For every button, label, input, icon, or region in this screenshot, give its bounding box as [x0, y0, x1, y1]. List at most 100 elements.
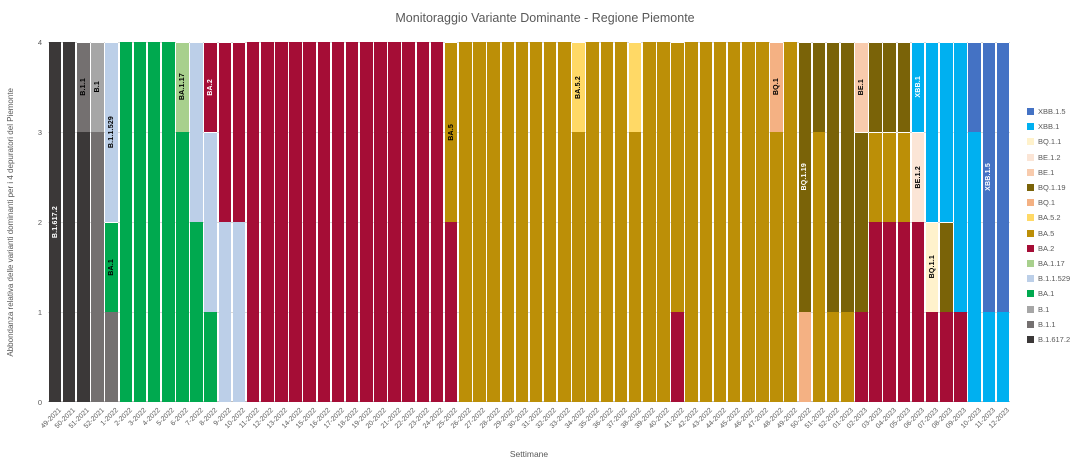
bar-segment-03-2023-BQ.1.19	[869, 42, 882, 132]
bar-segment-52-2021-B.1	[91, 42, 104, 132]
bar-segment-03-2023-BA.2	[869, 222, 882, 402]
bar-segment-09-2023-XBB.1	[954, 42, 967, 312]
bar-segment-6-2022-BA.1.17	[176, 42, 189, 132]
bar-segment-49-2022-BA.5	[784, 42, 797, 402]
legend-item-BE.1: BE.1	[1027, 165, 1070, 180]
bar-segment-01-2023-BQ.1.19	[841, 42, 854, 312]
legend-swatch-icon	[1027, 320, 1034, 328]
bar-segment-1-2022-B.1.1	[105, 312, 118, 402]
bar-segment-10-2023-XBB.1	[968, 132, 981, 402]
y-tick-label-1: 1	[37, 308, 42, 317]
legend-label: B.1.1.529	[1038, 274, 1071, 284]
bar-segment-32-2022-BA.5	[543, 42, 557, 402]
bar-segment-04-2023-BA.2	[883, 222, 897, 402]
bar-segment-08-2023-BA.2	[940, 312, 953, 402]
bar-segment-43-2022-BA.5	[699, 42, 713, 402]
legend-item-BA.5.2: BA.5.2	[1027, 210, 1070, 225]
y-tick-label-4: 4	[37, 38, 42, 47]
bar-segment-41-2022-BA.5	[671, 42, 684, 312]
bar-segment-16-2022-BA.2	[317, 42, 331, 402]
bar-segment-3-2022-BA.1	[133, 42, 147, 402]
bar-segment-51-2021-B.1.617.2	[77, 132, 90, 402]
bar-segment-05-2023-BA.5	[897, 132, 911, 222]
bar-segment-7-2022-B.1.1.529	[190, 42, 203, 222]
bar-segment-11-2022-BA.2	[246, 42, 260, 402]
bar-segment-25-2022-BA.5	[444, 42, 458, 222]
bar-segment-9-2022-BA.2	[218, 42, 232, 222]
legend-item-BQ.1.19: BQ.1.19	[1027, 180, 1070, 195]
legend: XBB.1.5 XBB.1 BQ.1.1 BE.1.2 BE.1 BQ.1.19 BQ.1 B…	[1027, 104, 1070, 347]
bar-segment-50-2021-B.1.617.2	[62, 42, 76, 402]
bar-segment-38-2022-BA.5.2	[628, 42, 642, 132]
bar-segment-20-2022-BA.2	[374, 42, 387, 402]
bar-segment-07-2023-BA.2	[925, 312, 939, 402]
legend-swatch-icon	[1027, 153, 1034, 161]
legend-item-BA.1.17: BA.1.17	[1027, 256, 1070, 271]
bar-segment-01-2023-BA.5	[841, 312, 854, 402]
bar-segment-50-2022-BQ.1.19	[798, 42, 812, 312]
legend-label: BA.2	[1038, 243, 1055, 253]
bar-segment-7-2022-BA.1	[190, 222, 203, 402]
bar-segment-35-2022-BA.5	[586, 42, 599, 402]
legend-swatch-icon	[1027, 168, 1034, 176]
bar-segment-02-2023-BE.1	[855, 42, 868, 132]
legend-label: XBB.1.5	[1038, 107, 1066, 117]
legend-swatch-icon	[1027, 199, 1034, 207]
legend-item-B.1: B.1	[1027, 301, 1070, 316]
bar-segment-44-2022-BA.5	[713, 42, 727, 402]
legend-item-B.1.617.2: B.1.617.2	[1027, 332, 1070, 347]
legend-swatch-icon	[1027, 275, 1034, 283]
x-axis-title: Settimane	[509, 449, 549, 459]
bar-segment-02-2023-BQ.1.19	[855, 132, 868, 312]
bar-segment-1-2022-B.1.1.529	[105, 42, 118, 222]
bar-segment-09-2023-BA.2	[954, 312, 967, 402]
bar-segment-08-2023-XBB.1	[940, 42, 953, 222]
gridline-y4	[48, 42, 1010, 43]
bar-segment-51-2022-BA.5	[812, 132, 826, 402]
bar-segment-22-2022-BA.2	[402, 42, 416, 402]
bar-segment-07-2023-XBB.1	[925, 42, 939, 222]
bar-segment-9-2022-B.1.1.529	[218, 222, 232, 402]
bar-segment-21-2022-BA.2	[388, 42, 401, 402]
legend-swatch-icon	[1027, 335, 1034, 343]
gridline-y1	[48, 312, 1010, 313]
legend-swatch-icon	[1027, 214, 1034, 222]
legend-swatch-icon	[1027, 138, 1034, 146]
x-axis-line	[48, 401, 1010, 402]
bar-segment-06-2023-BE.1.2	[911, 132, 925, 222]
legend-swatch-icon	[1027, 244, 1034, 252]
bar-segment-6-2022-BA.1	[176, 132, 189, 402]
bar-segment-47-2022-BA.5	[756, 42, 769, 402]
bar-segment-25-2022-BA.2	[444, 222, 458, 402]
bar-segment-10-2022-BA.2	[232, 42, 246, 222]
bar-segment-04-2023-BQ.1.19	[883, 42, 897, 132]
legend-swatch-icon	[1027, 305, 1034, 313]
legend-item-BA.5: BA.5	[1027, 226, 1070, 241]
bar-segment-10-2023-XBB.1.5	[968, 42, 981, 132]
legend-item-BA.2: BA.2	[1027, 241, 1070, 256]
bar-segment-04-2023-BA.5	[883, 132, 897, 222]
bar-segment-18-2022-BA.2	[345, 42, 359, 402]
legend-label: B.1	[1038, 304, 1050, 314]
bar-segment-8-2022-BA.2	[204, 42, 217, 132]
bar-segment-40-2022-BA.5	[657, 42, 670, 402]
bar-segment-42-2022-BA.5	[685, 42, 698, 402]
legend-item-B.1.1.529: B.1.1.529	[1027, 271, 1070, 286]
legend-item-B.1.1: B.1.1	[1027, 317, 1070, 332]
bar-segment-52-2022-BA.5	[826, 312, 840, 402]
bar-segment-51-2022-BQ.1.19	[812, 42, 826, 132]
legend-label: BQ.1.19	[1038, 183, 1066, 193]
bar-segment-52-2022-BQ.1.19	[826, 42, 840, 312]
bar-segment-8-2022-BA.1	[204, 312, 217, 402]
bar-segment-06-2023-XBB.1	[911, 42, 925, 132]
bar-segment-15-2022-BA.2	[303, 42, 316, 402]
legend-swatch-icon	[1027, 290, 1034, 298]
bar-segment-13-2022-BA.2	[275, 42, 288, 402]
bar-segment-27-2022-BA.5	[473, 42, 486, 402]
bar-segment-51-2021-B.1.1	[77, 42, 90, 132]
bar-segment-12-2023-XBB.1	[996, 312, 1010, 402]
bar-segment-34-2022-BA.5	[572, 132, 585, 402]
bar-segment-46-2022-BA.5	[742, 42, 755, 402]
legend-label: B.1.1	[1038, 319, 1056, 329]
